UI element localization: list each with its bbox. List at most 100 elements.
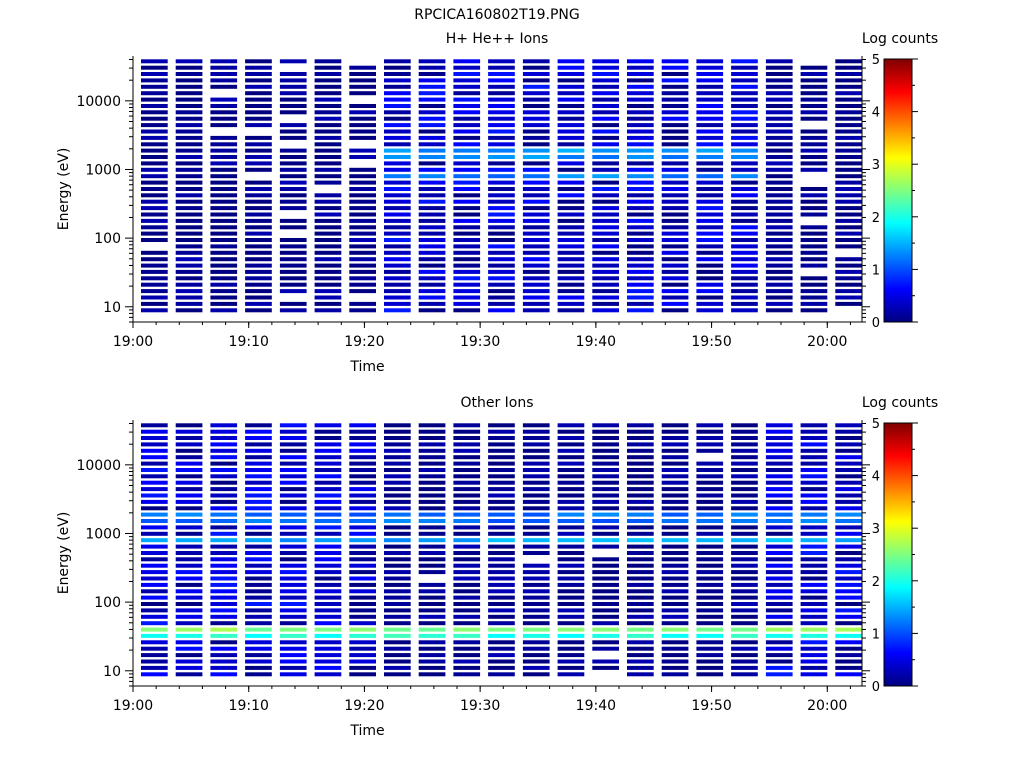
spectrogram-cell: [141, 231, 168, 236]
spectrogram-cell: [175, 218, 203, 223]
spectrogram-cell: [800, 301, 828, 306]
spectrogram-cell: [800, 621, 828, 626]
spectrogram-cell: [835, 493, 862, 498]
spectrogram-cell: [349, 231, 376, 236]
spectrogram-cell: [245, 665, 272, 670]
spectrogram-cell: [175, 487, 203, 492]
spectrogram-cell: [141, 295, 168, 300]
figure-title: RPCICA160802T19.PNG: [414, 7, 579, 23]
colorbar: [883, 58, 913, 323]
spectrogram-cell: [314, 295, 342, 300]
spectrogram-cell: [418, 487, 446, 492]
spectrogram-cell: [488, 672, 515, 677]
spectrogram-cell: [175, 538, 203, 543]
spectrogram-cell: [627, 582, 654, 587]
spectrogram-cell: [592, 614, 619, 619]
spectrogram-cell: [141, 123, 168, 128]
spectrogram-cell: [418, 282, 446, 287]
spectrogram-cell: [384, 551, 411, 555]
spectrogram-cell: [453, 665, 481, 670]
spectrogram-cell: [210, 627, 238, 632]
spectrogram-cell: [418, 519, 446, 523]
spectrogram-cell: [453, 519, 481, 523]
spectrogram-cell: [800, 129, 828, 134]
spectrogram-cell: [349, 493, 376, 498]
spectrogram-cell: [765, 161, 793, 166]
spectrogram-cell: [453, 65, 481, 70]
spectrogram-cell: [210, 538, 238, 543]
spectrogram-cell: [696, 448, 724, 453]
spectrogram-cell: [835, 276, 862, 281]
spectrogram-cell: [592, 308, 619, 313]
spectrogram-cell: [418, 468, 446, 472]
spectrogram-cell: [731, 544, 758, 549]
spectrogram-cell: [627, 621, 654, 626]
spectrogram-cell: [453, 429, 481, 434]
spectrogram-cell: [522, 608, 550, 613]
spectrogram-cell: [627, 499, 654, 504]
spectrogram-cell: [835, 551, 862, 555]
spectrogram-cell: [696, 589, 724, 594]
spectrogram-cell: [627, 301, 654, 306]
spectrogram-cell: [210, 544, 238, 549]
spectrogram-cell: [661, 436, 689, 440]
spectrogram-cell: [696, 551, 724, 555]
spectrogram-cell: [245, 627, 272, 632]
spectrogram-cell: [835, 174, 862, 179]
spectrogram-cell: [557, 595, 585, 600]
spectrogram-cell: [384, 148, 411, 153]
spectrogram-cell: [488, 621, 515, 626]
spectrogram-cell: [800, 206, 828, 211]
spectrogram-cell: [731, 551, 758, 555]
spectrogram-cell: [314, 65, 342, 70]
spectrogram-cell: [661, 499, 689, 504]
spectrogram-cell: [175, 436, 203, 440]
spectrogram-cell: [696, 461, 724, 466]
spectrogram-cell: [731, 301, 758, 306]
spectrogram-cell: [522, 116, 550, 121]
spectrogram-cell: [349, 551, 376, 555]
spectrogram-cell: [835, 474, 862, 479]
spectrogram-cell: [800, 155, 828, 159]
spectrogram-cell: [210, 474, 238, 479]
spectrogram-cell: [175, 193, 203, 198]
spectrogram-cell: [731, 104, 758, 108]
spectrogram-cell: [141, 582, 168, 587]
colorbar-tick-label: 0: [872, 316, 880, 331]
spectrogram-cell: [245, 282, 272, 287]
spectrogram-cell: [835, 519, 862, 523]
spectrogram-cell: [453, 91, 481, 96]
spectrogram-cell: [175, 91, 203, 96]
spectrogram-cell: [592, 148, 619, 153]
spectrogram-cell: [661, 646, 689, 651]
spectrogram-cell: [210, 104, 238, 108]
spectrogram-cell: [279, 110, 307, 115]
spectrogram-cell: [245, 621, 272, 626]
spectrogram-cell: [488, 193, 515, 198]
spectrogram-cell: [279, 506, 307, 511]
spectrogram-cell: [418, 499, 446, 504]
spectrogram-cell: [349, 167, 376, 172]
spectrogram-cell: [627, 289, 654, 294]
spectrogram-cell: [522, 91, 550, 96]
spectrogram-cell: [696, 167, 724, 172]
spectrogram-cell: [453, 557, 481, 562]
spectrogram-cell: [765, 155, 793, 159]
spectrogram-cell: [592, 499, 619, 504]
spectrogram-cell: [210, 640, 238, 645]
spectrogram-cell: [627, 429, 654, 434]
spectrogram-cell: [488, 442, 515, 447]
spectrogram-cell: [522, 621, 550, 626]
spectrogram-cell: [349, 563, 376, 568]
spectrogram-cell: [800, 167, 828, 172]
spectrogram-cell: [314, 461, 342, 466]
spectrogram-cell: [210, 180, 238, 185]
spectrogram-cell: [314, 436, 342, 440]
spectrogram-cell: [349, 640, 376, 645]
spectrogram-cell: [245, 231, 272, 236]
spectrogram-cell: [696, 263, 724, 268]
spectrogram-cell: [522, 84, 550, 89]
spectrogram-cell: [522, 218, 550, 223]
spectrogram-cell: [522, 135, 550, 140]
spectrogram-cell: [557, 129, 585, 134]
